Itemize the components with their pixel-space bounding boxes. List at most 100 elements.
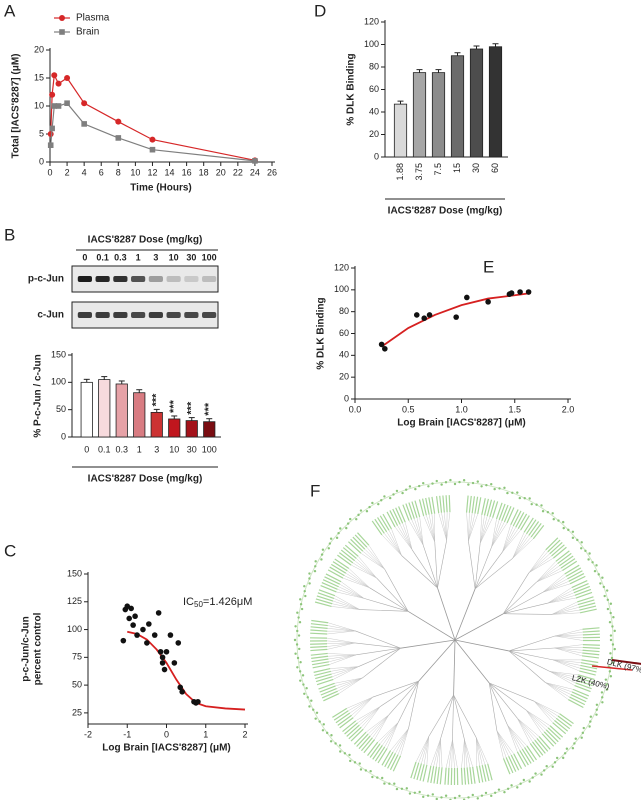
tree-leaf-label xyxy=(481,498,486,515)
tree-leaf-label xyxy=(577,677,594,684)
tree-dot xyxy=(308,705,311,708)
x-tick-label: 0 xyxy=(84,444,89,454)
tree-dot xyxy=(296,656,300,660)
tree-dot xyxy=(453,482,457,486)
tree-leaf xyxy=(366,547,385,570)
tree-dot xyxy=(414,487,417,491)
tree-leaf xyxy=(496,730,507,758)
tree-dot xyxy=(471,793,474,797)
tree-leaf-label xyxy=(529,743,541,758)
tree-branch xyxy=(503,581,537,614)
tree-leaf xyxy=(381,534,402,556)
tree-leaf xyxy=(466,512,469,541)
point xyxy=(47,131,54,137)
tree-leaf xyxy=(379,722,399,744)
tree-dot xyxy=(298,647,301,651)
tree-leaf-label xyxy=(418,499,425,517)
tree-dot xyxy=(612,616,615,619)
tree-dot xyxy=(490,482,493,486)
tree-dot xyxy=(329,740,333,743)
x-tick-label: 30 xyxy=(471,163,481,173)
tree-dot xyxy=(587,558,590,561)
tree-dot xyxy=(580,736,583,739)
tree-leaf-label xyxy=(439,767,443,785)
tree-dot xyxy=(561,756,565,760)
tree-leaf xyxy=(357,706,381,724)
tree-leaf-label xyxy=(389,754,399,771)
tree-dot xyxy=(562,526,565,530)
tree-dot xyxy=(408,485,412,488)
tree-dot xyxy=(555,756,559,760)
tree-dot xyxy=(383,495,386,498)
x-tick-label: 12 xyxy=(147,167,157,177)
tree-leaf xyxy=(452,739,458,769)
point xyxy=(464,294,470,301)
tree-leaf xyxy=(554,635,584,641)
tree-leaf-label xyxy=(392,755,402,772)
tree-leaf-label xyxy=(310,629,328,632)
point xyxy=(159,660,166,666)
blot-title: IACS'8287 Dose (mg/kg) xyxy=(88,235,203,246)
tree-dot xyxy=(435,797,438,800)
tree-leaf xyxy=(419,516,424,546)
y-tick-label: 0 xyxy=(344,393,349,403)
tree-leaf xyxy=(364,549,385,570)
tree-leaf xyxy=(549,671,577,681)
tree-dot xyxy=(308,582,311,585)
tree-branch xyxy=(355,642,401,649)
tree-leaf xyxy=(360,553,385,570)
blot-band xyxy=(77,276,92,282)
tree-dot xyxy=(371,775,374,779)
tree-dot xyxy=(308,577,311,580)
point xyxy=(51,103,58,109)
x-tick-label: 0 xyxy=(47,167,52,177)
tree-leaf xyxy=(517,718,540,737)
tree-leaf-label xyxy=(492,501,499,518)
x-tick-label: -2 xyxy=(84,729,92,739)
tree-branch xyxy=(400,639,456,649)
tree-leaf-label xyxy=(521,748,532,764)
fit-curve xyxy=(127,630,246,711)
y-tick-label: 0 xyxy=(61,431,66,441)
tree-dot xyxy=(611,625,614,628)
tree-dot xyxy=(480,794,484,797)
point xyxy=(525,289,532,295)
annotation-suffix: =1.426μM xyxy=(203,596,252,608)
tree-leaf xyxy=(545,682,569,700)
tree-leaf-label xyxy=(310,623,328,627)
tree-branch xyxy=(508,650,554,661)
x-tick-label: 0.3 xyxy=(115,444,128,454)
tree-branch xyxy=(355,630,401,649)
tree-dot xyxy=(321,729,325,732)
tree-leaf xyxy=(408,520,424,546)
tree-leaf-label xyxy=(335,712,351,724)
tree-leaf-label xyxy=(545,537,559,551)
tree-leaf xyxy=(359,706,381,726)
tree-leaf xyxy=(326,637,356,644)
tree-leaf xyxy=(444,512,447,541)
tree-leaf-label xyxy=(352,536,366,550)
tree-branch xyxy=(489,682,535,702)
tree-dot xyxy=(571,746,575,750)
tree-leaf xyxy=(436,738,441,767)
tree-leaf xyxy=(361,706,381,728)
tree-branch xyxy=(468,540,476,589)
tree-leaf-label xyxy=(430,766,435,784)
tree-leaf-label xyxy=(346,724,360,737)
x-tick-label: 6 xyxy=(99,167,104,177)
tree-branch xyxy=(508,650,551,672)
tree-leaf xyxy=(377,722,399,743)
y-axis-label: % DLK Binding xyxy=(346,53,357,125)
tree-dot xyxy=(531,776,534,779)
tree-dot xyxy=(595,713,598,716)
tree-leaf-label xyxy=(472,766,476,784)
tree-leaf-label xyxy=(552,722,567,735)
tree-leaf-label xyxy=(562,560,578,571)
tree-leaf-label xyxy=(310,626,328,629)
tree-leaf xyxy=(461,739,465,768)
tree-leaf xyxy=(517,718,535,741)
tree-leaf-label xyxy=(339,717,354,729)
tree-dot xyxy=(480,485,483,488)
tree-dot xyxy=(431,793,434,796)
